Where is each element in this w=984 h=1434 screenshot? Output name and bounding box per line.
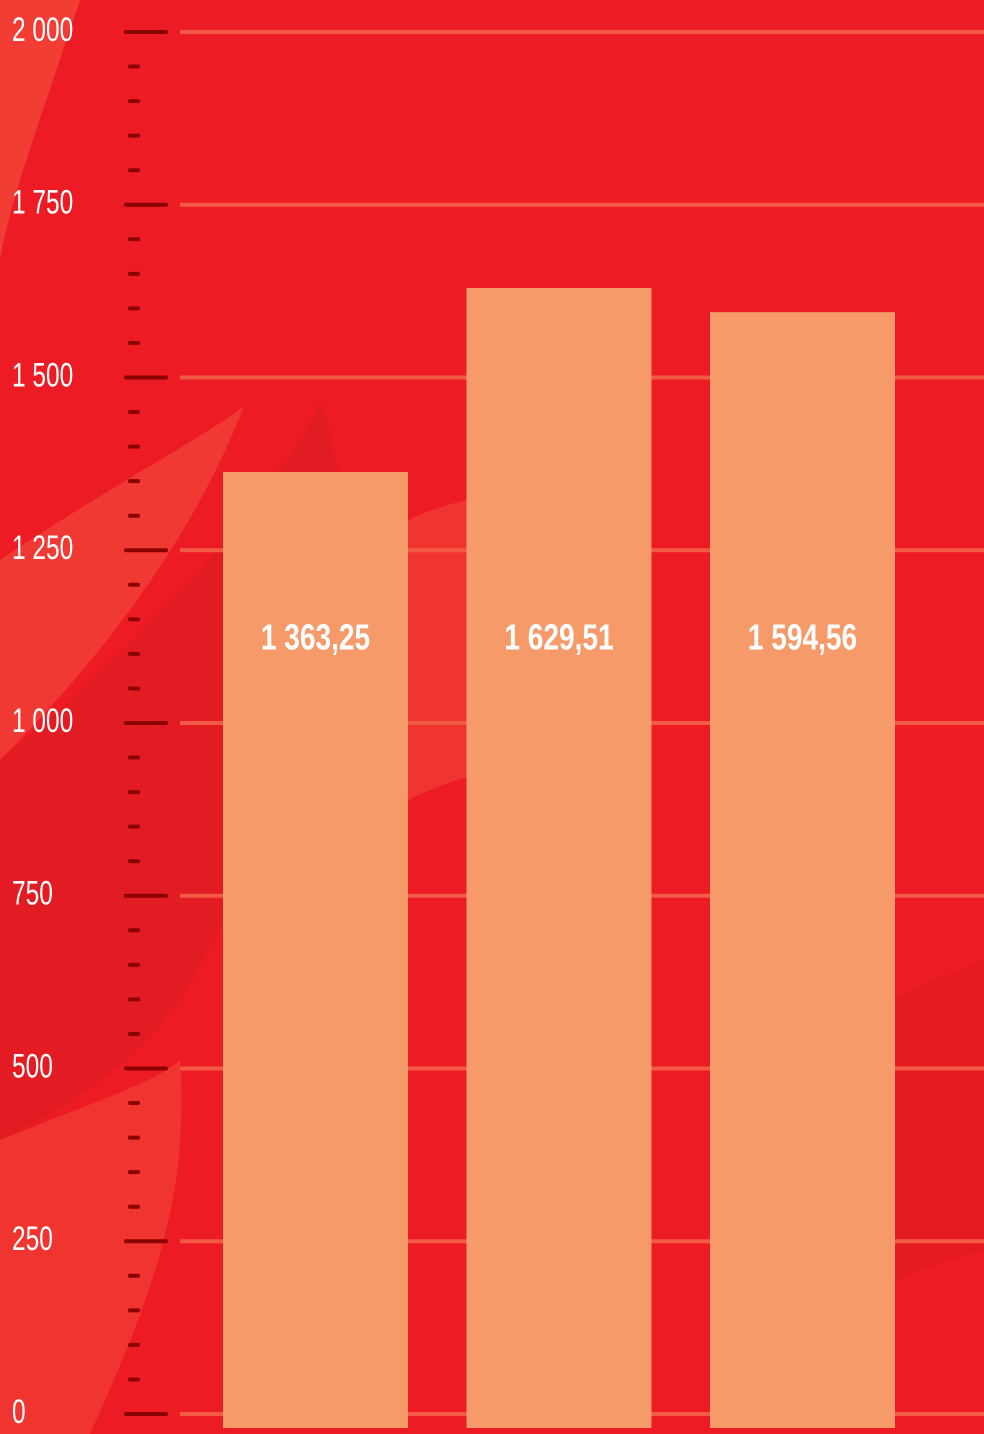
y-tick-label: 500 (12, 1048, 53, 1086)
decoration (0, 0, 80, 260)
y-tick-label: 0 (12, 1393, 26, 1431)
y-tick-label: 1 250 (12, 529, 73, 567)
y-tick-label: 1 000 (12, 702, 73, 740)
value-label: 1 363,25 (261, 617, 370, 657)
y-tick-label: 1 500 (12, 357, 73, 395)
bar (466, 288, 652, 1429)
value-label: 1 594,56 (748, 617, 857, 657)
y-tick-label: 250 (12, 1220, 53, 1258)
bar (710, 312, 895, 1428)
y-tick-label: 2 000 (12, 11, 73, 49)
value-label: 1 629,51 (504, 617, 613, 657)
bar (223, 471, 408, 1428)
y-tick-label: 1 750 (12, 184, 73, 222)
decoration (895, 960, 984, 1280)
decoration (0, 406, 244, 760)
y-tick-label: 750 (12, 875, 53, 913)
decoration (0, 1060, 182, 1434)
